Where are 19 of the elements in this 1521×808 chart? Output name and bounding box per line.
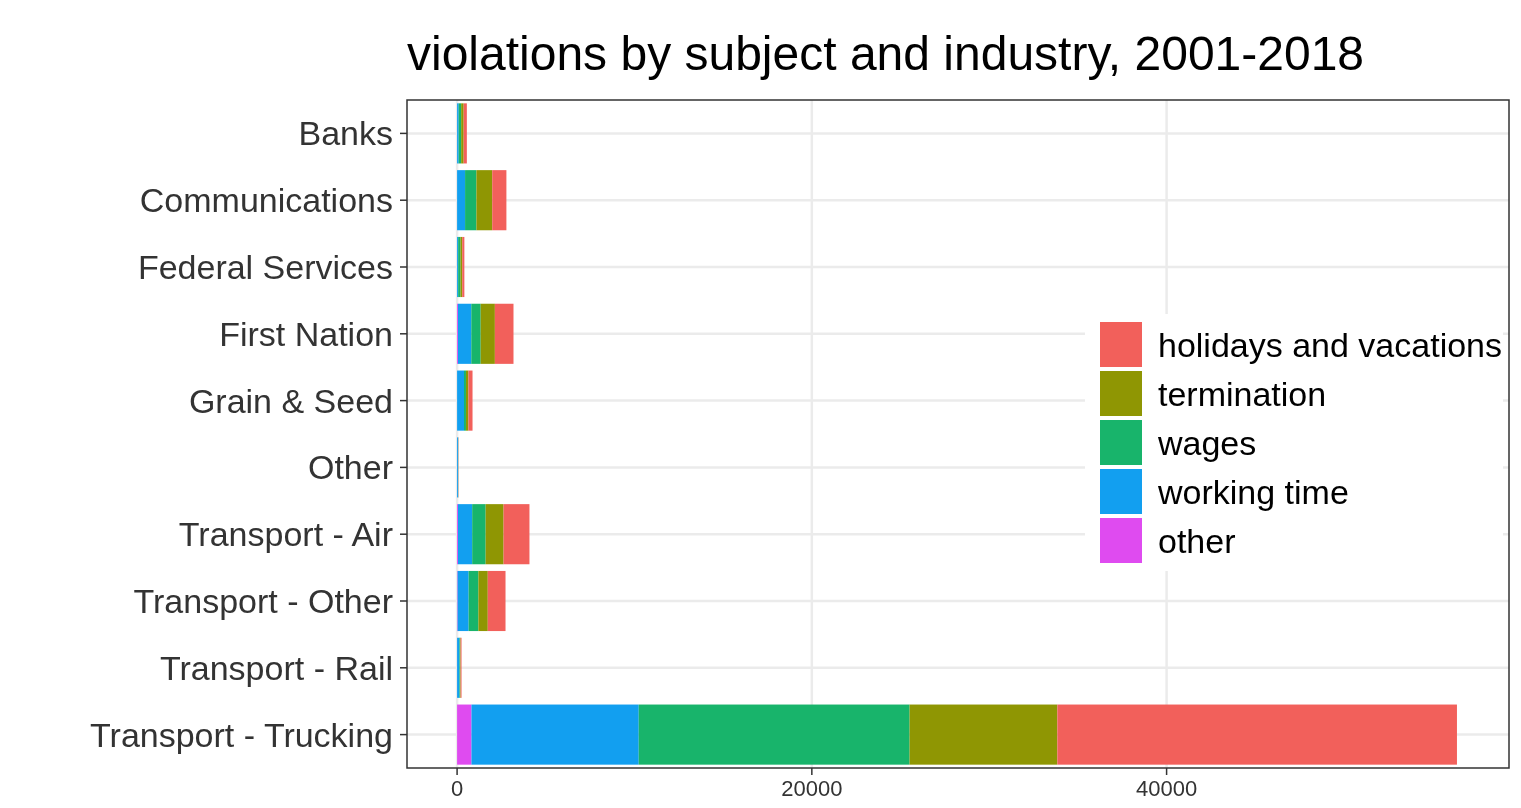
y-tick-label: Grain & Seed bbox=[188, 381, 393, 420]
y-tick-label: Transport - Trucking bbox=[90, 715, 393, 754]
y-tick-label: Other bbox=[307, 448, 393, 487]
x-tick-label: 40000 bbox=[1136, 776, 1198, 801]
y-tick-label: Communications bbox=[139, 181, 393, 220]
y-tick-label: Banks bbox=[298, 114, 393, 153]
y-tick-label: Transport - Other bbox=[133, 581, 393, 620]
legend-label: wages bbox=[1157, 423, 1257, 462]
legend-label: working time bbox=[1157, 472, 1349, 511]
x-tick-label: 20000 bbox=[781, 776, 843, 801]
y-tick-label: Federal Services bbox=[137, 247, 393, 286]
y-tick-label: First Nation bbox=[219, 314, 393, 353]
legend-label: other bbox=[1158, 521, 1236, 560]
legend-label: termination bbox=[1158, 374, 1327, 413]
legend-label: holidays and vacations bbox=[1158, 325, 1503, 364]
y-tick-label: Transport - Air bbox=[178, 515, 393, 554]
y-tick-label: Transport - Rail bbox=[159, 648, 393, 687]
chart-title: violations by subject and industry, 2001-2018 bbox=[407, 27, 1365, 80]
x-tick-label: 0 bbox=[450, 776, 464, 801]
